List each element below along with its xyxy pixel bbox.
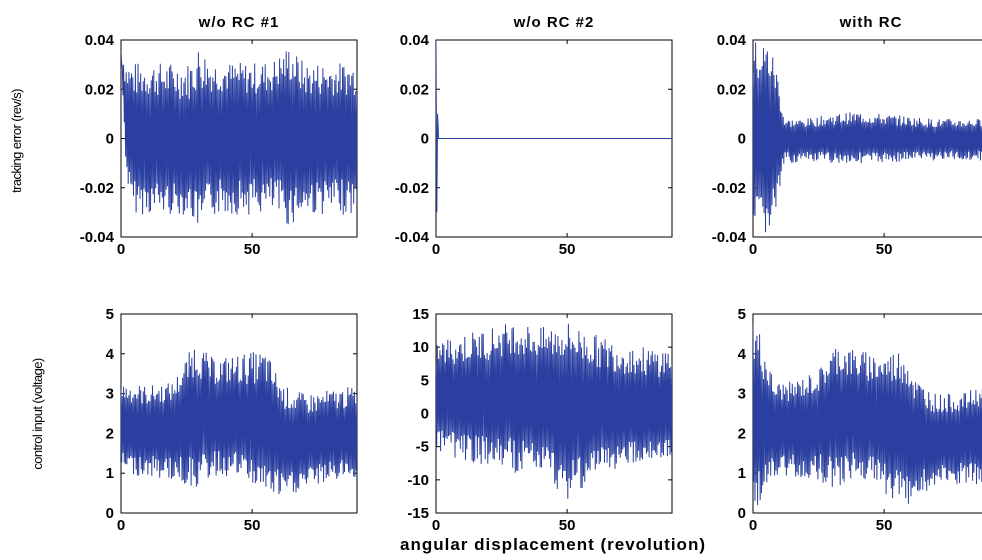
y-tick-label: -5 (416, 439, 429, 456)
series-line-1 (753, 324, 982, 506)
row2-ylabel: control input (voltage) (30, 358, 45, 469)
y-tick-label: 5 (421, 372, 429, 389)
y-tick-label: 0.02 (400, 81, 429, 98)
y-tick-label: -0.04 (712, 229, 747, 246)
series-line-1 (436, 323, 672, 499)
y-tick-label: 4 (738, 346, 747, 363)
y-tick-label: 0.02 (717, 81, 746, 98)
subplot-2: w/o RC #20.040.020-0.02-0.040 50 (395, 14, 673, 258)
row1-ylabel: tracking error (rev/s) (9, 89, 24, 193)
series-line-1 (753, 42, 982, 233)
subplot-title: w/o RC #1 (198, 14, 280, 31)
x-axis-label: angular displacement (revolution) (400, 535, 706, 554)
subplot-title: with RC (839, 14, 903, 31)
subplot-title: w/o RC #2 (513, 14, 595, 31)
subplot-6: 5 4 3 2 1 00 50 (738, 306, 982, 534)
subplot-1: w/o RC #10.040.020-0.02-0.040 50 (80, 14, 358, 258)
y-tick-label: -0.04 (80, 229, 115, 246)
y-tick-label: 0 (738, 131, 746, 148)
y-tick-label: -15 (407, 505, 429, 522)
y-tick-label: 0 (421, 131, 429, 148)
y-tick-label: 1 (106, 465, 114, 482)
x-tick-label: 50 (244, 241, 261, 258)
y-tick-label: 3 (738, 386, 746, 403)
x-tick-label: 50 (244, 517, 261, 534)
y-tick-label: 0.04 (400, 32, 430, 49)
y-tick-label: 0 (106, 131, 114, 148)
y-tick-label: 0.04 (85, 32, 115, 49)
subplot-3: with RC0.040.020-0.02-0.040 50 (712, 14, 982, 258)
y-tick-label: -0.04 (395, 229, 430, 246)
x-tick-label: 0 (117, 241, 125, 258)
y-tick-label: 10 (412, 339, 429, 356)
x-tick-label: 0 (749, 241, 757, 258)
subplot-4: 5 4 3 2 1 00 50 (106, 306, 358, 534)
y-tick-label: 0 (421, 406, 429, 423)
y-tick-label: -0.02 (395, 180, 429, 197)
y-tick-label: 0 (106, 505, 114, 522)
series-line-1 (121, 51, 357, 225)
y-tick-label: -0.02 (80, 180, 114, 197)
x-tick-label: 0 (117, 517, 125, 534)
x-tick-label: 50 (559, 241, 576, 258)
subplot-grid: w/o RC #10.040.020-0.02-0.040 50w/o RC #2… (80, 14, 982, 534)
y-tick-label: 0.02 (85, 81, 114, 98)
x-tick-label: 0 (749, 517, 757, 534)
x-tick-label: 50 (559, 517, 576, 534)
x-tick-label: 50 (876, 517, 893, 534)
series-line-1 (436, 40, 672, 213)
y-tick-label: 0.04 (717, 32, 747, 49)
y-tick-label: 3 (106, 386, 114, 403)
series-line-1 (121, 349, 357, 495)
y-tick-label: 15 (412, 306, 429, 323)
y-tick-label: 4 (106, 346, 115, 363)
y-tick-label: 5 (738, 306, 746, 323)
y-tick-label: -10 (407, 472, 429, 489)
y-tick-label: -0.02 (712, 180, 746, 197)
y-tick-label: 2 (738, 425, 746, 442)
x-tick-label: 0 (432, 517, 440, 534)
x-tick-label: 50 (876, 241, 893, 258)
y-tick-label: 0 (738, 505, 746, 522)
x-tick-label: 0 (432, 241, 440, 258)
y-tick-label: 1 (738, 465, 746, 482)
y-tick-label: 2 (106, 425, 114, 442)
y-tick-label: 5 (106, 306, 114, 323)
